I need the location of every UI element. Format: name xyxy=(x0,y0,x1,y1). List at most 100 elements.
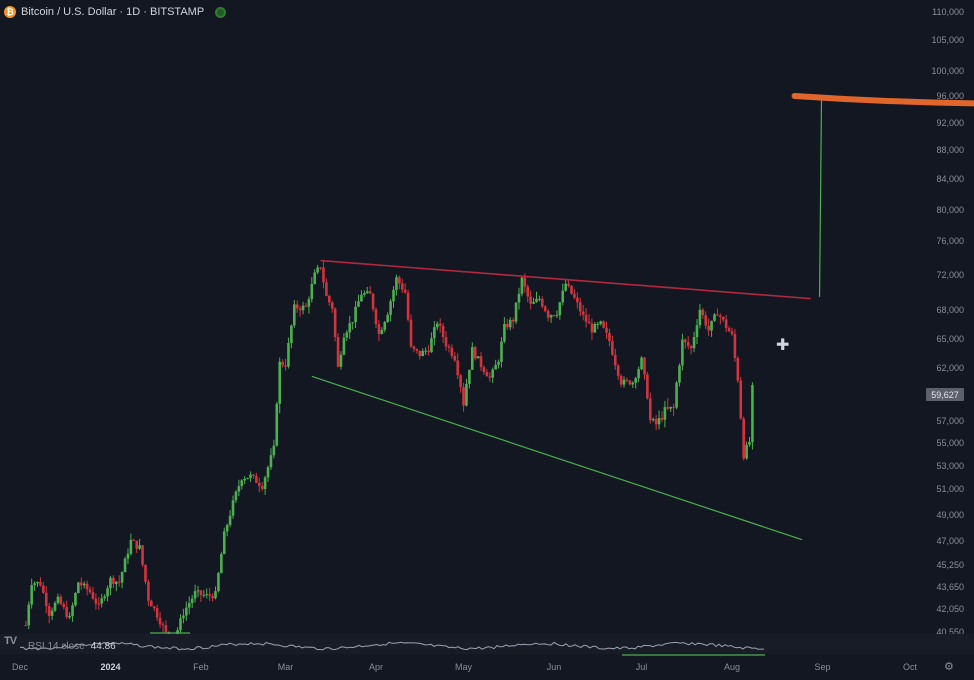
y-tick-label: 57,000 xyxy=(936,416,964,426)
candle-body xyxy=(65,607,68,618)
candle-body xyxy=(120,572,124,583)
candle-body xyxy=(435,323,439,328)
candle-body xyxy=(462,387,465,406)
y-tick-label: 42,050 xyxy=(936,604,964,614)
candle-body xyxy=(561,290,565,303)
candle-body xyxy=(383,322,387,330)
candle-body xyxy=(488,376,492,378)
candle-body xyxy=(53,603,57,611)
gear-icon[interactable]: ⚙ xyxy=(944,661,954,673)
candle-body xyxy=(365,291,369,294)
candle-body xyxy=(380,329,384,334)
y-tick-label: 65,000 xyxy=(936,334,964,344)
candle-body xyxy=(132,539,136,541)
candle-body xyxy=(637,369,640,379)
candle-body xyxy=(220,554,223,574)
y-tick-label: 40,550 xyxy=(936,627,964,637)
candle-body xyxy=(564,283,567,291)
target-projection-line xyxy=(818,95,823,297)
candle-body xyxy=(348,323,352,333)
candle-body xyxy=(415,348,419,351)
y-tick-label: 72,000 xyxy=(936,270,964,280)
candle-body xyxy=(608,332,611,342)
candle-body xyxy=(552,315,556,317)
candle-body xyxy=(56,596,60,604)
candle-body xyxy=(538,298,541,300)
candle-body xyxy=(182,615,185,619)
candle-body xyxy=(59,596,63,605)
candle-body xyxy=(663,407,667,420)
candle-body xyxy=(479,356,483,368)
candle-body xyxy=(30,585,33,605)
candle-body xyxy=(684,339,687,343)
candle-body xyxy=(640,357,643,370)
y-tick-label: 92,000 xyxy=(936,118,964,128)
candle-body xyxy=(339,354,343,367)
candle-body xyxy=(185,607,188,616)
candle-body xyxy=(328,295,331,303)
candle-body xyxy=(208,594,211,596)
candle-body xyxy=(284,365,287,367)
candle-body xyxy=(39,581,42,586)
candle-body xyxy=(304,305,308,307)
rsi-label[interactable]: RSI 14 close xyxy=(28,641,85,652)
candle-body xyxy=(459,375,462,388)
y-tick-label: 96,000 xyxy=(936,91,964,101)
candle-body xyxy=(199,590,203,595)
candle-body xyxy=(596,323,600,325)
candle-body xyxy=(257,482,261,486)
candle-body xyxy=(106,588,109,597)
candle-body xyxy=(237,486,241,492)
candle-body xyxy=(619,376,623,385)
x-tick-label: Oct xyxy=(903,662,918,672)
candle-body xyxy=(678,365,681,383)
candle-body xyxy=(616,365,620,377)
candle-body xyxy=(117,581,121,583)
candle-body xyxy=(342,337,346,355)
candle-body xyxy=(719,315,722,318)
candle-body xyxy=(307,299,311,307)
candle-body xyxy=(266,467,270,478)
candle-body xyxy=(558,302,562,316)
candle-body xyxy=(611,341,614,355)
candle-body xyxy=(447,346,451,348)
candle-body xyxy=(138,545,141,549)
candle-body xyxy=(161,624,165,626)
candle-body xyxy=(44,592,48,607)
candle-body xyxy=(231,500,235,516)
candle-body xyxy=(584,314,588,322)
candle-body xyxy=(707,325,710,331)
candle-body xyxy=(628,380,632,385)
candle-body xyxy=(301,305,305,311)
y-tick-label: 45,250 xyxy=(936,560,964,570)
candle-body xyxy=(36,581,39,584)
x-tick-label: Mar xyxy=(278,662,294,672)
candle-body xyxy=(176,630,179,638)
bitcoin-icon: ₿ xyxy=(4,6,16,18)
candle-body xyxy=(135,540,139,549)
y-tick-label: 80,000 xyxy=(936,205,964,215)
y-tick-label: 51,000 xyxy=(936,484,964,494)
candle-body xyxy=(68,615,71,618)
candle-body xyxy=(269,455,273,468)
candle-body xyxy=(147,581,150,601)
candle-body xyxy=(202,594,206,596)
candle-body xyxy=(152,606,156,609)
candle-body xyxy=(103,596,106,599)
candle-body xyxy=(386,314,389,323)
candle-body xyxy=(333,308,337,338)
candle-body xyxy=(123,558,127,573)
candle-body xyxy=(421,350,424,357)
y-tick-label: 49,000 xyxy=(936,510,964,520)
candle-body xyxy=(345,332,349,338)
symbol-title[interactable]: Bitcoin / U.S. Dollar · 1D · BITSTAMP xyxy=(21,6,205,18)
rsi-pane xyxy=(0,634,974,654)
candle-body xyxy=(470,347,474,370)
candle-body xyxy=(468,369,471,384)
candle-body xyxy=(622,379,626,385)
candle-body xyxy=(79,582,83,586)
candle-body xyxy=(453,355,457,361)
candle-body xyxy=(730,331,734,335)
candle-body xyxy=(310,283,314,300)
